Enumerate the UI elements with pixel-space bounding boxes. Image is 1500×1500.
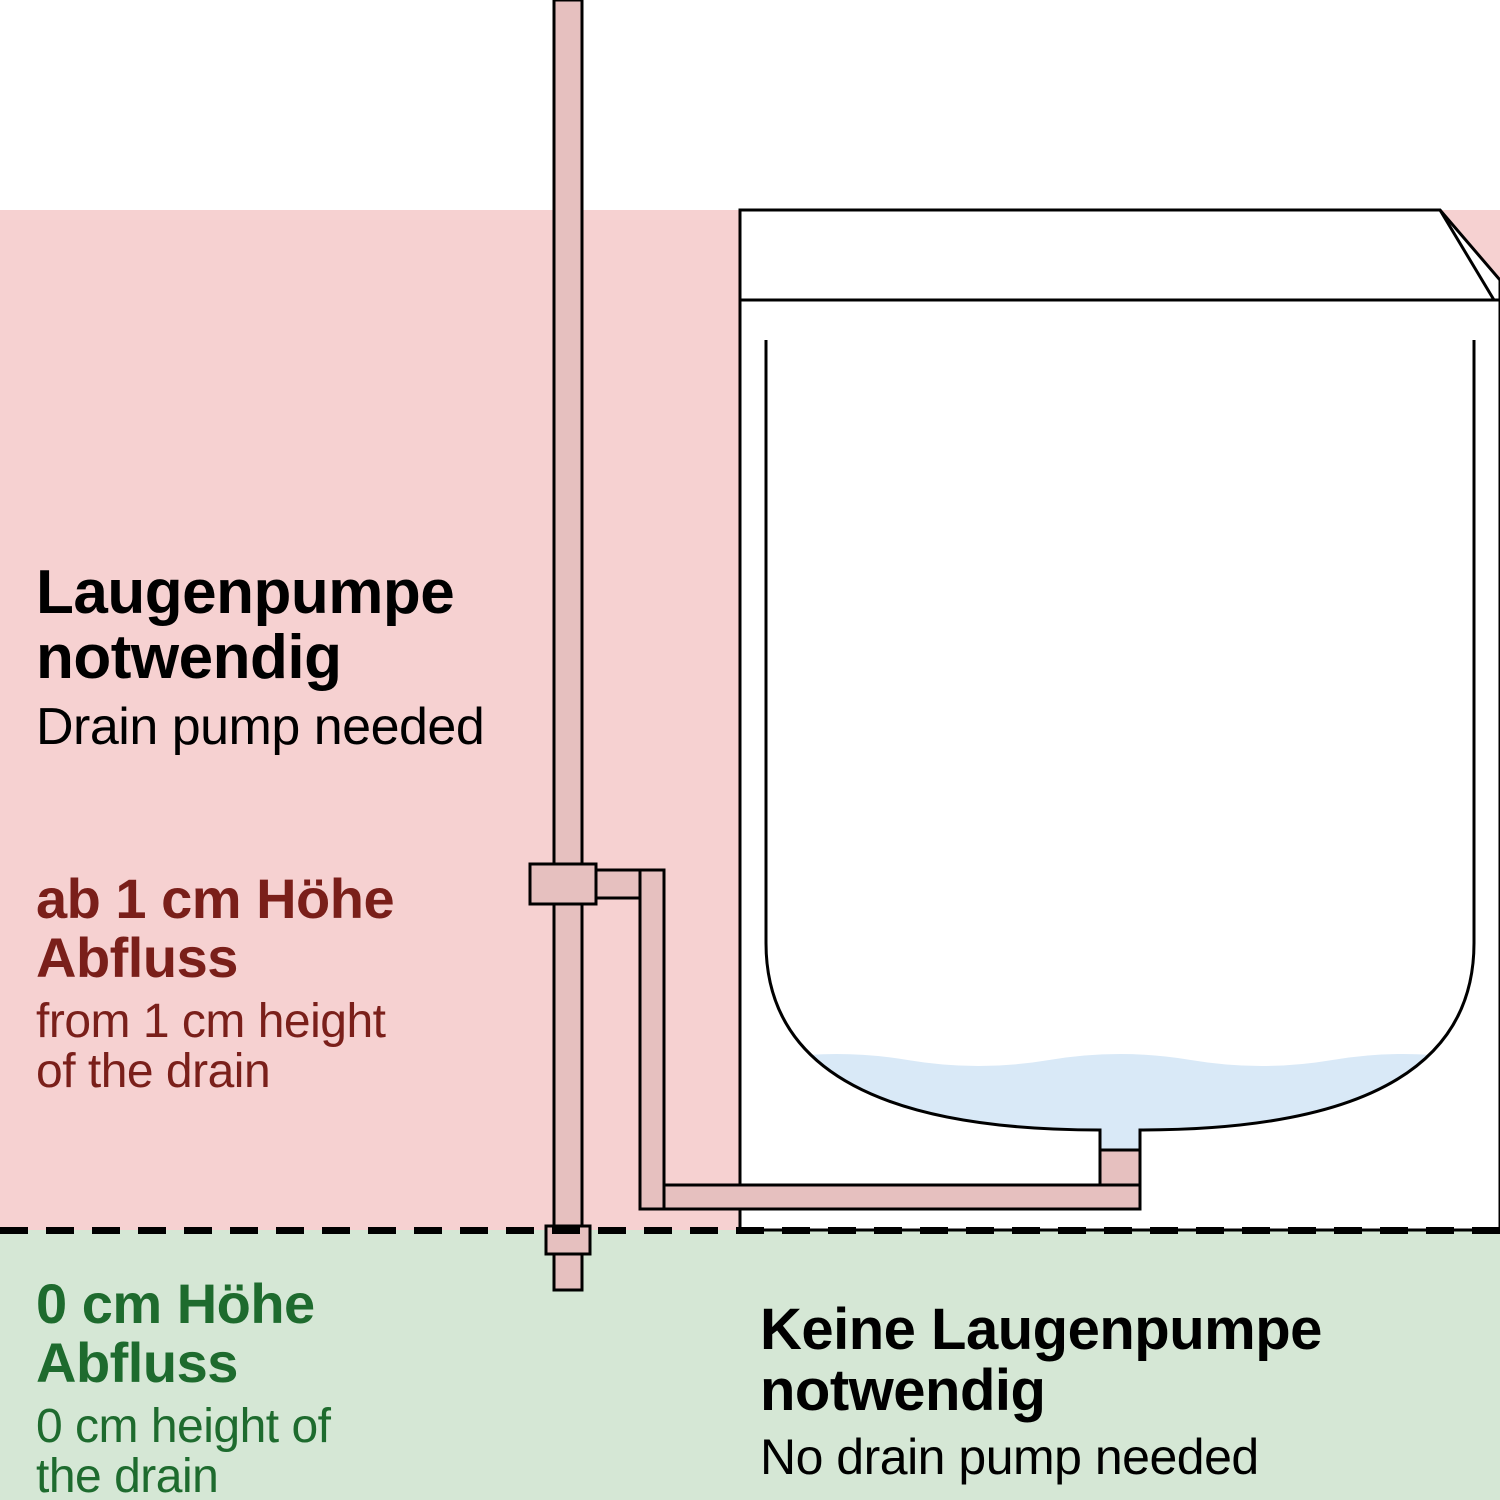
label-zero-height-en: 0 cm height of the drain [36, 1402, 331, 1500]
label-pump-needed-de: Laugenpumpe notwendig [36, 560, 454, 690]
label-from-height-de: ab 1 cm Höhe Abfluss [36, 870, 394, 988]
label-from-height-en: from 1 cm height of the drain [36, 997, 385, 1098]
label-no-pump-de: Keine Laugenpumpe notwendig [760, 1300, 1322, 1422]
label-no-pump-en: No drain pump needed [760, 1431, 1259, 1484]
zone-divider-line [0, 1227, 1500, 1234]
label-pump-needed-en: Drain pump needed [36, 700, 484, 755]
label-zero-height-de: 0 cm Höhe Abfluss [36, 1275, 315, 1393]
